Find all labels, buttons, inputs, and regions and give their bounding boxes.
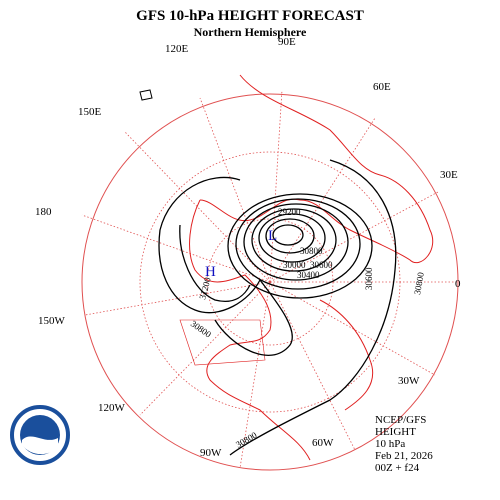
info-line: HEIGHT <box>375 426 416 438</box>
contour <box>235 198 361 290</box>
contour-label: 30400 <box>297 270 320 280</box>
coastline <box>189 199 311 461</box>
coastline <box>179 319 266 366</box>
meridian <box>199 97 271 283</box>
contour <box>243 203 349 281</box>
longitude-label: 120W <box>98 402 126 414</box>
title: GFS 10-hPa HEIGHT FORECAST <box>136 8 364 24</box>
logo-wave <box>22 436 58 455</box>
longitude-label: 120E <box>165 43 189 55</box>
longitude-label: 150E <box>78 106 102 118</box>
meridian <box>269 117 376 283</box>
longitude-labels: 90E 60E 30E 0 30W 60W 90W 120W 150W 180 … <box>35 36 461 459</box>
longitude-label: 30W <box>398 375 420 387</box>
high-center: H <box>205 264 216 280</box>
contour-label: 30600 <box>364 267 374 290</box>
longitude-label: 60E <box>373 81 391 93</box>
contour-label: 30600 <box>310 260 333 270</box>
longitude-label: 60W <box>312 437 334 449</box>
contour <box>265 218 315 254</box>
contour <box>251 208 337 272</box>
contour <box>229 159 397 456</box>
coastline <box>199 74 434 264</box>
contours <box>158 159 397 456</box>
contour <box>272 224 304 246</box>
coastlines <box>139 74 434 461</box>
meridian <box>269 191 439 283</box>
info-line: 10 hPa <box>375 438 405 450</box>
contour-labels: 29200 30000 30400 30600 30800 31200 3080… <box>189 207 426 450</box>
longitude-label: 150W <box>38 315 66 327</box>
info-line: 00Z + f24 <box>375 462 420 474</box>
info-block: NCEP/GFS HEIGHT 10 hPa Feb 21, 2026 00Z … <box>375 414 433 474</box>
island <box>139 89 153 101</box>
contour-label: 30000 <box>283 260 306 270</box>
meridian <box>269 89 283 283</box>
longitude-label: 30E <box>440 169 458 181</box>
contour-label: 30800 <box>300 246 323 256</box>
contour <box>227 193 373 299</box>
meridian <box>139 281 271 416</box>
info-line: NCEP/GFS <box>375 414 426 426</box>
contour <box>158 176 293 356</box>
contour <box>179 224 251 302</box>
longitude-label: 180 <box>35 206 52 218</box>
contour <box>258 213 326 263</box>
grid <box>81 89 458 469</box>
contour-label: 29200 <box>278 207 301 217</box>
noaa-logo <box>10 405 70 465</box>
low-center: L <box>268 228 277 244</box>
map-boundary <box>81 93 459 471</box>
longitude-label: 90W <box>200 447 222 459</box>
info-line: Feb 21, 2026 <box>375 450 433 462</box>
subtitle: Northern Hemisphere <box>194 25 307 39</box>
contour-label: 30800 <box>412 271 426 295</box>
longitude-label: 90E <box>278 36 296 48</box>
coastline <box>319 299 374 411</box>
longitude-label: 0 <box>455 278 461 290</box>
